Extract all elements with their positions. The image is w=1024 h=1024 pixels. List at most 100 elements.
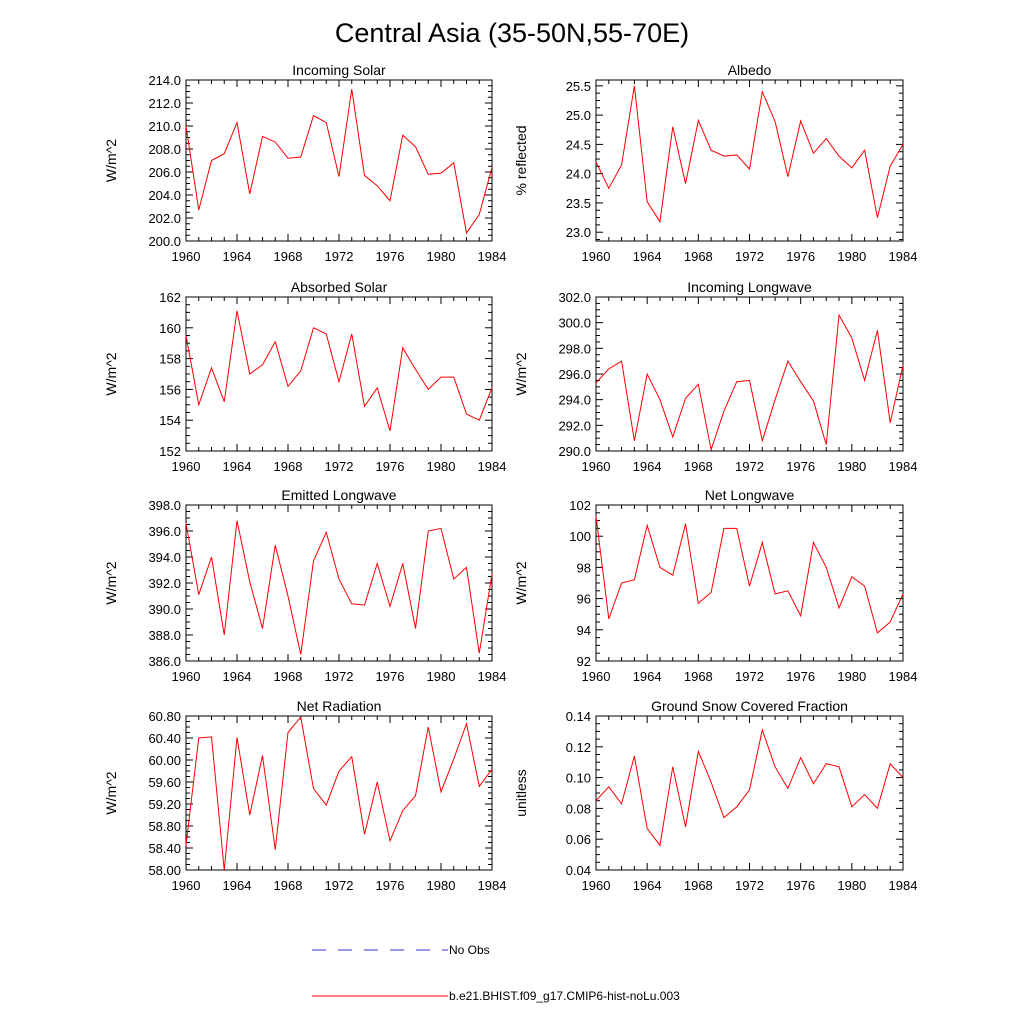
y-tick-label: 214.0 bbox=[148, 73, 181, 88]
y-axis-label: W/m^2 bbox=[103, 561, 119, 604]
x-tick-label: 1960 bbox=[582, 669, 611, 684]
x-tick-label: 1984 bbox=[889, 669, 918, 684]
panel-title: Net Longwave bbox=[705, 487, 795, 503]
x-tick-label: 1984 bbox=[478, 669, 507, 684]
y-tick-label: 156 bbox=[159, 382, 181, 397]
panel-title: Emitted Longwave bbox=[281, 487, 396, 503]
legend: No Obs b.e21.BHIST.f09_g17.CMIP6-hist-no… bbox=[312, 943, 680, 1003]
x-tick-label: 1968 bbox=[274, 459, 303, 474]
x-tick-label: 1960 bbox=[172, 669, 201, 684]
x-tick-label: 1972 bbox=[325, 669, 354, 684]
y-tick-label: 210.0 bbox=[148, 119, 181, 134]
x-tick-label: 1968 bbox=[684, 878, 713, 893]
panel-absorbed-solar: Absorbed Solar W/m^2 1960 1964 1968 1972 1976 1… bbox=[103, 279, 506, 474]
x-tick-label: 1960 bbox=[582, 459, 611, 474]
y-tick-label: 160 bbox=[159, 321, 181, 336]
x-tick-label: 1960 bbox=[172, 459, 201, 474]
y-tick-label: 200.0 bbox=[148, 234, 181, 249]
panel-net-radiation: Net Radiation W/m^2 1960 1964 1968 1972 1976 19… bbox=[103, 698, 506, 893]
panel-emitted-longwave: Emitted Longwave W/m^2 1960 1964 1968 1972 197… bbox=[103, 487, 506, 684]
panel-title: Absorbed Solar bbox=[291, 279, 388, 295]
y-tick-label: 152 bbox=[159, 444, 181, 459]
y-tick-label: 162 bbox=[159, 290, 181, 305]
panel-ground-snow-covered-fraction: Ground Snow Covered Fraction unitless 1960… bbox=[513, 698, 917, 893]
panel-title: Incoming Longwave bbox=[687, 279, 812, 295]
y-tick-label: 386.0 bbox=[148, 654, 181, 669]
x-tick-label: 1976 bbox=[786, 249, 815, 264]
y-axis-label: W/m^2 bbox=[513, 561, 529, 604]
x-tick-label: 1964 bbox=[633, 459, 662, 474]
legend-model-label: b.e21.BHIST.f09_g17.CMIP6-hist-noLu.003 bbox=[449, 989, 680, 1003]
x-tick-label: 1968 bbox=[684, 249, 713, 264]
x-tick-label: 1972 bbox=[735, 459, 764, 474]
plot-frame bbox=[185, 79, 493, 242]
x-tick-label: 1984 bbox=[478, 878, 507, 893]
x-tick-label: 1984 bbox=[478, 459, 507, 474]
x-tick-label: 1964 bbox=[633, 249, 662, 264]
x-tick-label: 1972 bbox=[735, 249, 764, 264]
x-tick-label: 1976 bbox=[376, 878, 405, 893]
x-tick-label: 1984 bbox=[889, 878, 918, 893]
x-tick-label: 1968 bbox=[274, 249, 303, 264]
series-line-model bbox=[185, 520, 493, 655]
y-tick-label: 24.0 bbox=[566, 167, 591, 182]
x-tick-label: 1960 bbox=[582, 878, 611, 893]
y-tick-label: 23.5 bbox=[566, 196, 591, 211]
panel-title: Net Radiation bbox=[297, 698, 382, 714]
x-tick-label: 1980 bbox=[427, 878, 456, 893]
series-line-model bbox=[595, 313, 904, 452]
y-tick-label: 59.60 bbox=[148, 775, 181, 790]
y-tick-label: 102 bbox=[569, 498, 591, 513]
y-tick-label: 396.0 bbox=[148, 524, 181, 539]
y-tick-label: 60.00 bbox=[148, 753, 181, 768]
plot-frame bbox=[185, 504, 493, 662]
y-tick-label: 206.0 bbox=[148, 165, 181, 180]
y-tick-label: 300.0 bbox=[558, 316, 591, 331]
series-line-model bbox=[595, 727, 904, 847]
y-tick-label: 100 bbox=[569, 529, 591, 544]
x-tick-label: 1964 bbox=[223, 878, 252, 893]
x-tick-label: 1984 bbox=[889, 249, 918, 264]
panel-incoming-longwave: Incoming Longwave W/m^2 1960 1964 1968 1972 19… bbox=[513, 279, 917, 474]
y-tick-label: 208.0 bbox=[148, 142, 181, 157]
y-tick-label: 204.0 bbox=[148, 188, 181, 203]
panel-net-longwave: Net Longwave W/m^2 1960 1964 1968 1972 1976 198… bbox=[513, 487, 917, 684]
x-tick-label: 1964 bbox=[633, 878, 662, 893]
panel-albedo: Albedo % reflected 1960 1964 1968 1972 1976 198… bbox=[513, 62, 917, 264]
y-tick-label: 390.0 bbox=[148, 602, 181, 617]
y-tick-label: 94 bbox=[577, 623, 591, 638]
y-tick-label: 60.80 bbox=[148, 709, 181, 724]
y-tick-label: 296.0 bbox=[558, 367, 591, 382]
x-tick-label: 1980 bbox=[427, 249, 456, 264]
x-tick-label: 1976 bbox=[376, 249, 405, 264]
y-tick-label: 98 bbox=[577, 560, 591, 575]
panel-title: Ground Snow Covered Fraction bbox=[651, 698, 848, 714]
y-tick-label: 0.04 bbox=[566, 863, 591, 878]
x-tick-label: 1980 bbox=[427, 669, 456, 684]
y-tick-label: 96 bbox=[577, 592, 591, 607]
x-tick-label: 1980 bbox=[837, 878, 866, 893]
y-tick-label: 60.40 bbox=[148, 731, 181, 746]
x-tick-label: 1972 bbox=[325, 878, 354, 893]
y-tick-label: 202.0 bbox=[148, 211, 181, 226]
y-tick-label: 298.0 bbox=[558, 341, 591, 356]
y-tick-label: 392.0 bbox=[148, 576, 181, 591]
x-tick-label: 1972 bbox=[325, 249, 354, 264]
x-tick-label: 1968 bbox=[274, 669, 303, 684]
y-tick-label: 25.0 bbox=[566, 108, 591, 123]
y-tick-label: 59.20 bbox=[148, 797, 181, 812]
x-tick-label: 1980 bbox=[837, 669, 866, 684]
y-tick-label: 388.0 bbox=[148, 628, 181, 643]
x-tick-label: 1980 bbox=[427, 459, 456, 474]
x-tick-label: 1984 bbox=[478, 249, 507, 264]
y-tick-label: 154 bbox=[159, 413, 181, 428]
y-tick-label: 0.06 bbox=[566, 832, 591, 847]
x-tick-label: 1960 bbox=[172, 878, 201, 893]
x-tick-label: 1980 bbox=[837, 249, 866, 264]
x-tick-label: 1964 bbox=[223, 249, 252, 264]
x-tick-label: 1968 bbox=[684, 669, 713, 684]
x-tick-label: 1976 bbox=[786, 878, 815, 893]
legend-obs-label: No Obs bbox=[449, 943, 490, 957]
y-tick-label: 24.5 bbox=[566, 137, 591, 152]
y-axis-label: % reflected bbox=[513, 125, 529, 195]
